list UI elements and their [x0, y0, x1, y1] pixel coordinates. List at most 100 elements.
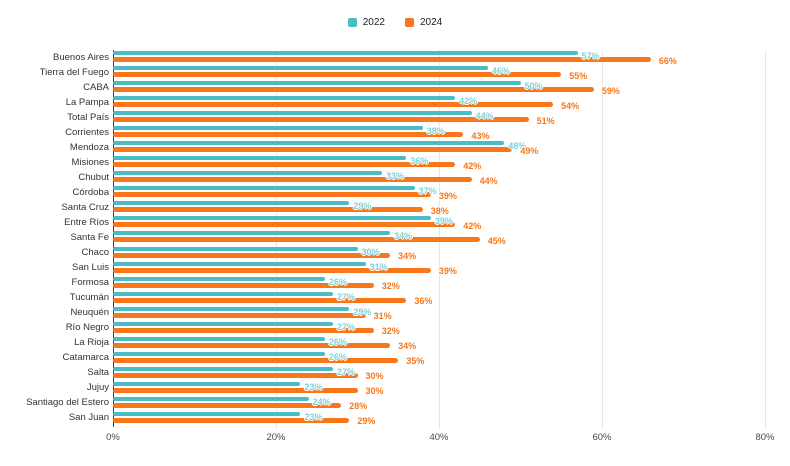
bar-value-label-2024: 28%	[349, 401, 368, 412]
category-label: Santa Cruz	[61, 201, 109, 213]
bar-value-label-2022: 26%	[328, 351, 347, 362]
category-label: Corrientes	[65, 126, 109, 138]
bar-2024[interactable]	[113, 72, 562, 78]
bar-2024[interactable]	[113, 342, 391, 348]
bar-2024[interactable]	[113, 102, 554, 108]
bar-2022[interactable]	[113, 336, 325, 341]
legend-item-2022[interactable]: 2022	[347, 17, 385, 28]
bar-2022[interactable]	[113, 306, 350, 311]
bar-2022[interactable]	[113, 366, 334, 371]
bar-2024[interactable]	[113, 312, 366, 318]
bar-value-label-2022: 27%	[337, 321, 356, 332]
bar-value-label-2024: 49%	[520, 145, 539, 156]
x-tick-label: 40%	[429, 432, 449, 443]
bar-2022[interactable]	[113, 171, 382, 176]
bar-2022[interactable]	[113, 186, 415, 191]
bar-2022[interactable]	[113, 396, 309, 401]
bar-2022[interactable]	[113, 156, 407, 161]
bar-2022[interactable]	[113, 276, 325, 281]
bar-2022[interactable]	[113, 126, 423, 131]
legend-item-2024[interactable]: 2024	[405, 17, 442, 28]
category-label: Salta	[87, 367, 109, 379]
bar-2024[interactable]	[113, 402, 342, 408]
bar-2024[interactable]	[113, 327, 374, 333]
gridline-80%	[765, 50, 766, 429]
bar-2022[interactable]	[113, 291, 334, 296]
x-tick-label: 80%	[755, 432, 775, 443]
bar-2022[interactable]	[113, 66, 488, 71]
bar-value-label-2022: 30%	[361, 246, 380, 257]
bar-value-label-2024: 66%	[658, 55, 677, 66]
bar-2024[interactable]	[113, 267, 431, 273]
bar-2024[interactable]	[113, 117, 529, 123]
bar-value-label-2022: 36%	[410, 156, 429, 167]
bar-2024[interactable]	[113, 357, 399, 363]
bar-2024[interactable]	[113, 387, 358, 393]
x-axis: 0% 20% 40% 60% 80%	[106, 432, 774, 446]
bar-value-label-2024: 38%	[430, 205, 449, 216]
category-label: Entre Ríos	[64, 216, 109, 228]
bar-value-label-2024: 54%	[561, 100, 580, 111]
legend: 2022 2024	[0, 17, 790, 28]
bar-2022[interactable]	[113, 351, 325, 356]
bar-2024[interactable]	[113, 57, 651, 62]
bar-2022[interactable]	[113, 141, 505, 146]
bar-2024[interactable]	[113, 207, 423, 213]
category-label: Río Negro	[65, 322, 109, 334]
bar-2022[interactable]	[113, 81, 521, 86]
bar-2022[interactable]	[113, 261, 366, 266]
bar-2022[interactable]	[113, 321, 334, 326]
bar-2024[interactable]	[113, 237, 480, 243]
bar-value-label-2024: 30%	[365, 386, 384, 397]
bar-2024[interactable]	[113, 147, 513, 153]
bar-2024[interactable]	[113, 222, 456, 228]
bar-value-label-2022: 27%	[337, 291, 356, 302]
category-label: La Rioja	[74, 337, 109, 349]
bar-value-label-2024: 32%	[381, 281, 400, 292]
bar-2024[interactable]	[113, 252, 391, 258]
gridline-60%	[602, 50, 603, 429]
bar-value-label-2022: 33%	[385, 171, 404, 182]
bar-2022[interactable]	[113, 216, 431, 221]
bar-value-label-2022: 27%	[337, 366, 356, 377]
bar-value-label-2022: 23%	[304, 411, 323, 422]
bar-value-label-2022: 26%	[328, 276, 347, 287]
bar-2022[interactable]	[113, 381, 301, 386]
category-label: Santa Fe	[70, 231, 109, 243]
bar-2024[interactable]	[113, 177, 472, 183]
category-label: Formosa	[71, 277, 109, 289]
bar-2024[interactable]	[113, 87, 594, 93]
bar-2024[interactable]	[113, 162, 456, 168]
category-label: Neuquén	[70, 307, 109, 319]
category-axis: Buenos Aires Tierra del Fuego CABA La Pampa…	[0, 50, 109, 426]
bar-2022[interactable]	[113, 111, 472, 116]
bar-value-label-2024: 30%	[365, 371, 384, 382]
category-label: Córdoba	[72, 186, 109, 198]
bar-value-label-2024: 55%	[569, 70, 588, 81]
bar-2024[interactable]	[113, 372, 358, 378]
legend-swatch-2022	[347, 18, 357, 27]
bar-value-label-2024: 45%	[487, 235, 506, 246]
bar-value-label-2024: 43%	[471, 130, 490, 141]
bar-value-label-2024: 39%	[438, 266, 457, 277]
category-label: CABA	[83, 81, 109, 93]
bar-2022[interactable]	[113, 201, 350, 206]
bar-2022[interactable]	[113, 231, 391, 236]
bar-value-label-2024: 32%	[381, 326, 400, 337]
bar-2024[interactable]	[113, 192, 431, 198]
bar-value-label-2022: 50%	[524, 81, 543, 92]
bar-2024[interactable]	[113, 132, 464, 138]
bar-value-label-2022: 46%	[491, 66, 510, 77]
bar-value-label-2024: 59%	[601, 85, 620, 96]
bar-2022[interactable]	[113, 246, 358, 251]
bar-value-label-2024: 39%	[438, 190, 457, 201]
legend-label: 2022	[362, 17, 385, 28]
bar-2022[interactable]	[113, 411, 301, 416]
bar-2022[interactable]	[113, 51, 578, 55]
legend-swatch-2024	[405, 18, 414, 27]
bar-2022[interactable]	[113, 96, 456, 101]
bar-2024[interactable]	[113, 297, 407, 303]
bar-2024[interactable]	[113, 417, 350, 423]
bar-2024[interactable]	[113, 282, 374, 288]
